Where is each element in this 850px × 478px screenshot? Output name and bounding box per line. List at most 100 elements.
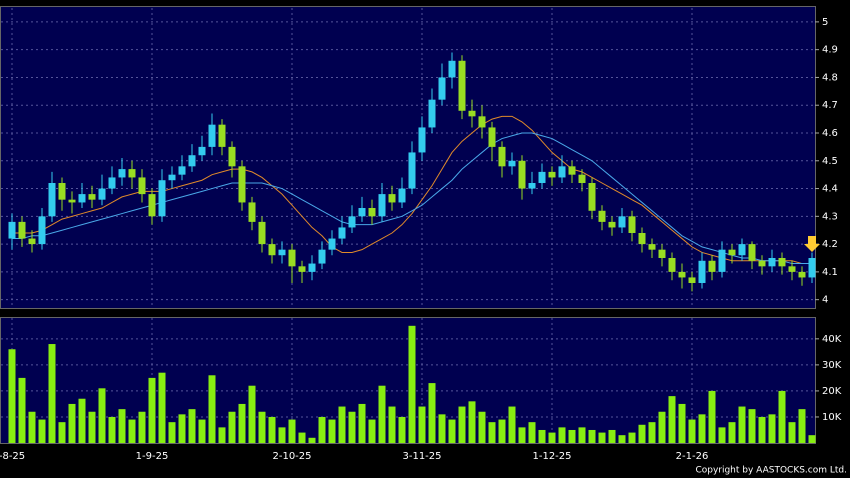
volume-bar <box>498 419 506 443</box>
volume-bar <box>78 398 86 443</box>
price-panel <box>0 6 816 309</box>
candle-body <box>608 221 616 228</box>
volume-bar <box>228 411 236 443</box>
volume-bar <box>418 406 426 443</box>
volume-bar <box>118 409 126 443</box>
candle-body <box>688 277 696 283</box>
x-tick-label: 2-1-26 <box>676 451 709 462</box>
candle-body <box>368 208 376 217</box>
volume-bar <box>748 409 756 443</box>
volume-bar <box>168 422 176 443</box>
plot-layer: 4 4.1 4.2 4.3 4.4 4.5 4.6 4.7 4.8 4.9 5 10K 20K 30K 40… <box>0 8 842 462</box>
y-tick-label: 4.9 <box>822 45 838 56</box>
volume-bar <box>448 419 456 443</box>
volume-bar <box>648 422 656 443</box>
candle-body <box>278 249 286 256</box>
x-tick-label: 1-9-25 <box>136 451 169 462</box>
volume-bar <box>198 419 206 443</box>
candle-body <box>638 233 646 245</box>
candle-body <box>178 166 186 175</box>
volume-bar <box>248 385 256 443</box>
volume-bar <box>288 419 296 443</box>
volume-bar <box>258 411 266 443</box>
candle-body <box>718 249 726 272</box>
candle-body <box>108 177 116 189</box>
volume-bar <box>508 406 516 443</box>
candle-body <box>318 249 326 264</box>
volume-bar <box>8 349 16 443</box>
candle-body <box>428 99 436 128</box>
candle-body <box>478 116 486 128</box>
candle-body <box>58 183 66 200</box>
candle-body <box>498 146 506 167</box>
candle-body <box>8 221 16 239</box>
volume-bar <box>728 422 736 443</box>
y-tick-label: 20K <box>822 386 842 397</box>
y-tick-label: 4.5 <box>822 156 838 167</box>
candle-body <box>798 271 806 278</box>
candle-body <box>448 60 456 78</box>
last-price-arrow <box>804 236 820 252</box>
volume-bar <box>68 403 76 443</box>
volume-bar <box>408 325 416 443</box>
volume-bar <box>108 416 116 443</box>
candle-body <box>628 216 636 233</box>
volume-bar <box>338 406 346 443</box>
candle-body <box>238 166 246 203</box>
volume-bar <box>478 411 486 443</box>
y-tick-label: 4 <box>822 295 828 306</box>
candle-body <box>48 183 56 217</box>
volume-bar <box>668 396 676 443</box>
candle-body <box>408 152 416 189</box>
candle-body <box>248 202 256 222</box>
candle-body <box>148 194 156 217</box>
candle-body <box>668 258 676 272</box>
volume-bar <box>658 411 666 443</box>
x-tick-label: 2-10-25 <box>272 451 311 462</box>
candle-body <box>398 188 406 203</box>
candle-body <box>128 169 136 178</box>
candle-body <box>78 194 86 203</box>
candle-body <box>758 260 766 267</box>
y-tick-label: 4.3 <box>822 211 838 222</box>
volume-bar <box>578 427 586 443</box>
volume-bar <box>798 409 806 443</box>
candle-body <box>28 238 36 245</box>
candle-body <box>338 227 346 239</box>
candle-body <box>328 238 336 250</box>
volume-bar <box>738 406 746 443</box>
volume-bar <box>58 422 66 443</box>
candle-body <box>778 258 786 267</box>
candle-body <box>348 216 356 228</box>
y-tick-label: 40K <box>822 334 842 345</box>
volume-bar <box>468 401 476 443</box>
candle-body <box>518 160 526 189</box>
volume-bar <box>688 419 696 443</box>
volume-bar <box>188 409 196 443</box>
candle-body <box>158 180 166 217</box>
volume-bar <box>768 414 776 443</box>
volume-bar <box>548 432 556 443</box>
candle-body <box>68 199 76 203</box>
volume-bar <box>138 411 146 443</box>
volume-bar <box>568 429 576 443</box>
candle-body <box>728 249 736 256</box>
copyright: Copyright by AASTOCKS.com Ltd. <box>695 466 847 476</box>
candle-body <box>288 249 296 267</box>
volume-bar <box>398 416 406 443</box>
candle-body <box>808 258 816 278</box>
volume-bar <box>88 411 96 443</box>
volume-bar <box>378 385 386 443</box>
candle-body <box>98 188 106 200</box>
candle-body <box>488 127 496 147</box>
y-tick-label: 4.1 <box>822 267 838 278</box>
candle-body <box>208 124 216 147</box>
volume-bar <box>618 435 626 443</box>
volume-bar <box>698 414 706 443</box>
candle-body <box>198 146 206 156</box>
candle-body <box>358 208 366 217</box>
x-tick-label: 3-11-25 <box>402 451 441 462</box>
volume-bar <box>678 403 686 443</box>
candle-body <box>658 249 666 258</box>
